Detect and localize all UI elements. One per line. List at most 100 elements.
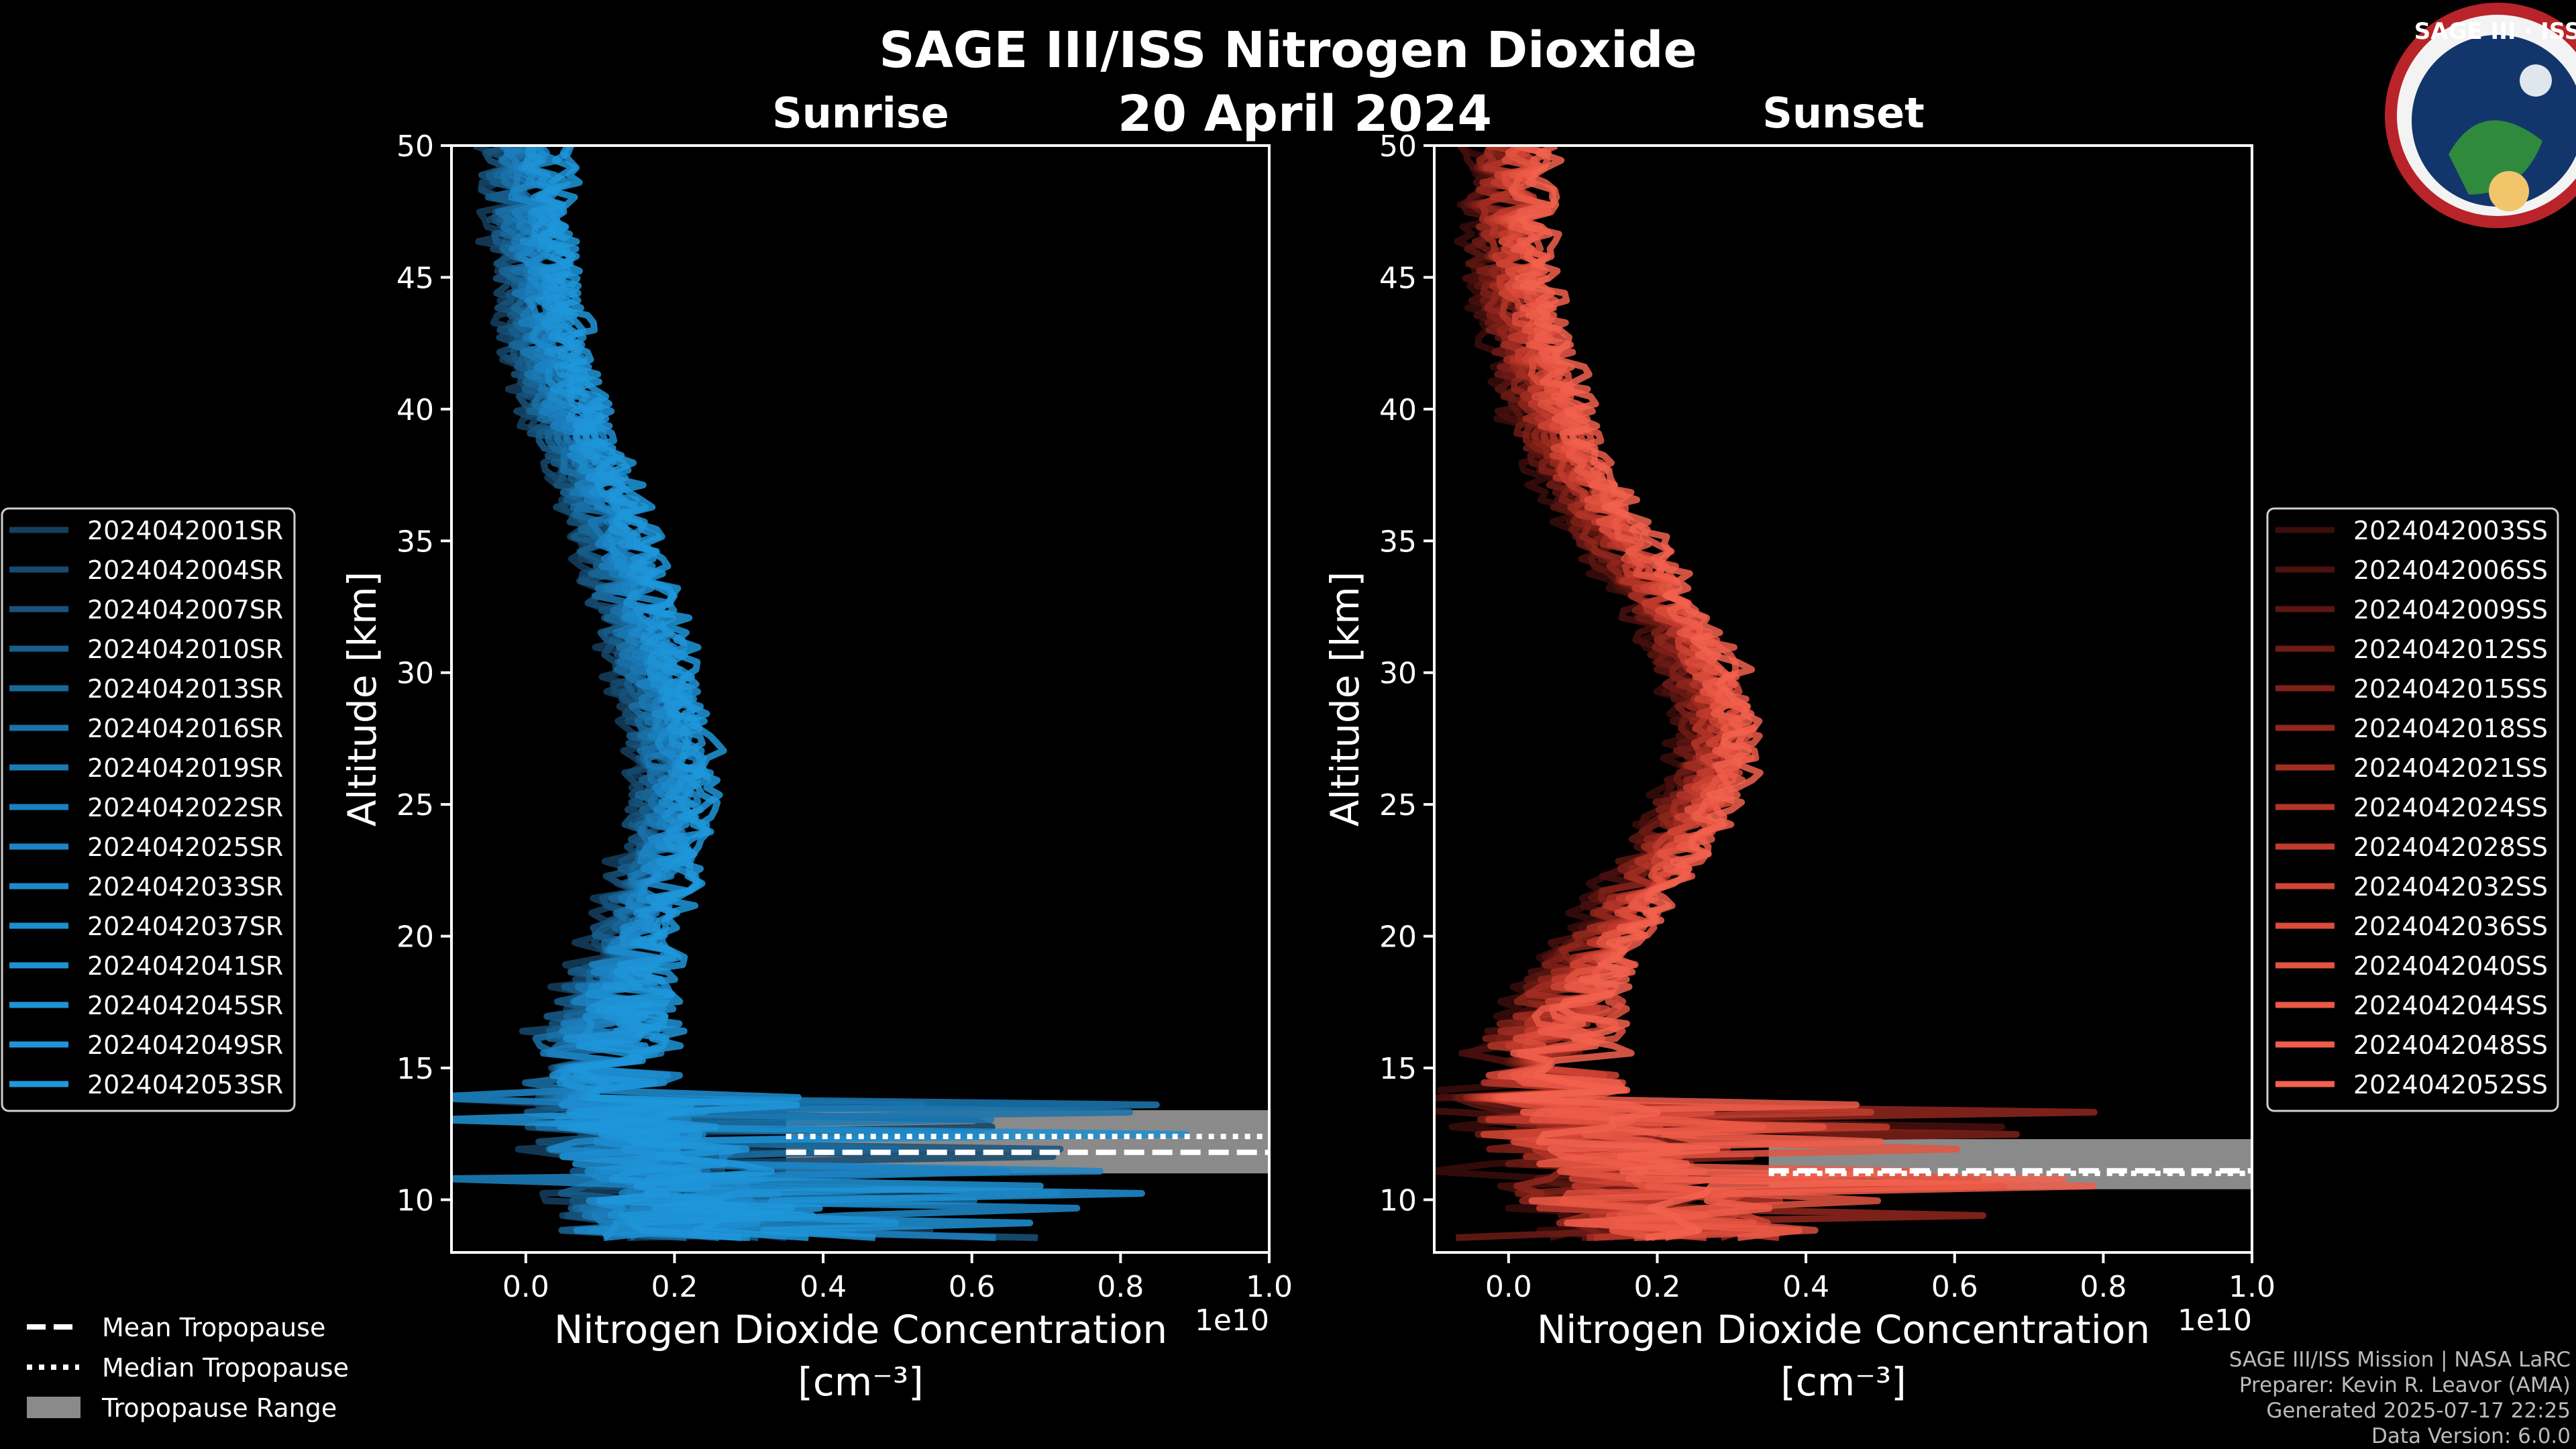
- sunset-legend-item: 2024042044SS: [2353, 991, 2548, 1020]
- sunrise-legend-frame: [1, 507, 296, 1112]
- sunrise-y-label: Altitude [km]: [339, 572, 385, 826]
- sunrise-y-tick-label: 40: [396, 393, 434, 427]
- sunrise-legend-item: 2024042045SR: [87, 991, 283, 1020]
- sunrise-y-axis: 10 15 20 25 30 35 40 45 50: [396, 129, 451, 1218]
- sunset-y-tick-label: 15: [1379, 1052, 1417, 1086]
- sunset-panel: Sunset 0.0 0.2 0.4 0.6 0.8 1.0 10 15 20 25 30 35 40…: [1322, 89, 2275, 1405]
- sunrise-plot-frame: [450, 144, 1271, 1254]
- sunset-legend-item: 2024042052SS: [2353, 1070, 2548, 1099]
- sunrise-legend-item: 2024042022SR: [87, 793, 283, 822]
- sunset-y-tick-label: 40: [1379, 393, 1417, 427]
- sunrise-series-2024042053SR: [545, 146, 823, 1241]
- sunrise-legend-item: 2024042037SR: [87, 912, 283, 941]
- sunset-x-tick-label: 0.0: [1485, 1270, 1532, 1304]
- sunset-y-tick-label: 20: [1379, 920, 1417, 955]
- sunset-legend: 2024042003SS 2024042006SS 2024042009SS 2024…: [2266, 507, 2559, 1112]
- sunset-y-label: Altitude [km]: [1322, 572, 1368, 826]
- sunrise-x-tick-label: 0.0: [502, 1270, 549, 1304]
- sunrise-x-tick-label: 1.0: [1246, 1270, 1293, 1304]
- sunset-legend-item: 2024042012SS: [2353, 635, 2548, 664]
- sunset-legend-item: 2024042048SS: [2353, 1030, 2548, 1060]
- sunrise-x-unit: [cm⁻³]: [798, 1359, 924, 1405]
- sunrise-legend-item: 2024042007SR: [87, 595, 283, 625]
- sunset-legend-frame: [2266, 507, 2559, 1112]
- sunset-legend-item: 2024042032SS: [2353, 872, 2548, 902]
- sunrise-x-tick-label: 0.8: [1097, 1270, 1144, 1304]
- sunset-y-tick-label: 45: [1379, 261, 1417, 295]
- sunrise-x-tick-label: 0.2: [651, 1270, 698, 1304]
- sunset-x-tick-label: 0.8: [2080, 1270, 2127, 1304]
- sunrise-x-scale: 1e10: [1195, 1303, 1269, 1338]
- sunset-y-tick-label: 10: [1379, 1183, 1417, 1218]
- sunrise-legend: 2024042001SR 2024042004SR 2024042007SR 2024…: [1, 507, 296, 1112]
- sunset-legend-item: 2024042009SS: [2353, 595, 2548, 625]
- sunrise-legend-item: 2024042001SR: [87, 516, 283, 545]
- sunset-legend-item: 2024042015SS: [2353, 674, 2548, 704]
- sunset-x-tick-label: 0.2: [1633, 1270, 1680, 1304]
- sunrise-y-tick-label: 10: [396, 1183, 434, 1218]
- sunrise-x-axis: 0.0 0.2 0.4 0.6 0.8 1.0: [502, 1252, 1293, 1304]
- tropopause-range-label: Tropopause Range: [101, 1393, 337, 1423]
- sunset-x-tick-label: 1.0: [2229, 1270, 2275, 1304]
- credit-line-1: SAGE III/ISS Mission | NASA LaRC: [2229, 1348, 2571, 1372]
- credit-line-2: Preparer: Kevin R. Leavor (AMA): [2239, 1373, 2571, 1397]
- sunrise-legend-item: 2024042025SR: [87, 833, 283, 862]
- sunset-legend-item: 2024042018SS: [2353, 714, 2548, 743]
- sunset-legend-item: 2024042024SS: [2353, 793, 2548, 822]
- sunrise-legend-item: 2024042041SR: [87, 951, 283, 981]
- sunrise-y-tick-label: 30: [396, 657, 434, 691]
- sunset-y-axis: 10 15 20 25 30 35 40 45 50: [1379, 129, 1434, 1218]
- sunset-plot-area: [1434, 146, 2252, 1241]
- tropopause-range-swatch: [27, 1397, 80, 1418]
- sage-mission-logo: SAGE III · ISS: [2385, 3, 2576, 228]
- sunrise-y-tick-label: 20: [396, 920, 434, 955]
- logo-text: SAGE III · ISS: [2414, 18, 2576, 45]
- figure-date: 20 April 2024: [1118, 85, 1492, 143]
- sunrise-plot-area: [451, 146, 1269, 1241]
- sunset-x-label: Nitrogen Dioxide Concentration: [1537, 1307, 2150, 1352]
- sunset-y-tick-label: 30: [1379, 657, 1417, 691]
- sunset-y-tick-label: 25: [1379, 788, 1417, 822]
- sunrise-legend-item: 2024042049SR: [87, 1030, 283, 1060]
- logo-sun: [2489, 171, 2529, 211]
- sunrise-x-tick-label: 0.6: [949, 1270, 996, 1304]
- sunrise-y-tick-label: 50: [396, 129, 434, 164]
- sunset-y-tick-label: 35: [1379, 525, 1417, 559]
- sunrise-legend-item: 2024042019SR: [87, 753, 283, 783]
- sunrise-title: Sunrise: [772, 89, 949, 138]
- sunset-x-tick-label: 0.4: [1782, 1270, 1829, 1304]
- sunset-y-tick-label: 50: [1379, 129, 1417, 164]
- sunrise-legend-item: 2024042033SR: [87, 872, 283, 902]
- sunrise-x-label: Nitrogen Dioxide Concentration: [554, 1307, 1167, 1352]
- sunset-legend-item: 2024042021SS: [2353, 753, 2548, 783]
- credits: SAGE III/ISS Mission | NASA LaRC Prepare…: [2229, 1348, 2571, 1448]
- sunset-legend-item: 2024042003SS: [2353, 516, 2548, 545]
- credit-line-3: Generated 2025-07-17 22:25: [2266, 1399, 2571, 1423]
- sunrise-legend-item: 2024042016SR: [87, 714, 283, 743]
- mean-tropopause-label: Mean Tropopause: [102, 1313, 325, 1342]
- sunrise-x-tick-label: 0.4: [800, 1270, 847, 1304]
- sunrise-y-tick-label: 35: [396, 525, 434, 559]
- sunset-x-unit: [cm⁻³]: [1780, 1359, 1907, 1405]
- sunrise-legend-item: 2024042013SR: [87, 674, 283, 704]
- sunrise-legend-item: 2024042010SR: [87, 635, 283, 664]
- sunset-legend-item: 2024042040SS: [2353, 951, 2548, 981]
- sunset-legend-item: 2024042036SS: [2353, 912, 2548, 941]
- logo-station: [2520, 64, 2552, 97]
- sunrise-y-tick-label: 25: [396, 788, 434, 822]
- sunrise-panel: Sunrise 0.0 0.2 0.4 0.6 0.8 1.0 10 15 20 25 30 35 4…: [339, 89, 1293, 1405]
- sunrise-legend-item: 2024042004SR: [87, 555, 283, 585]
- credit-line-4: Data Version: 6.0.0: [2371, 1424, 2571, 1448]
- sunset-series-2024042052SS: [1499, 146, 2067, 1241]
- figure-title: SAGE III/ISS Nitrogen Dioxide: [879, 21, 1697, 79]
- sunset-plot-frame: [1433, 144, 2253, 1254]
- sunset-x-scale: 1e10: [2178, 1303, 2252, 1338]
- sunset-x-axis: 0.0 0.2 0.4 0.6 0.8 1.0: [1485, 1252, 2275, 1304]
- median-tropopause-label: Median Tropopause: [102, 1353, 349, 1383]
- sunrise-legend-item: 2024042053SR: [87, 1070, 283, 1099]
- sunset-legend-item: 2024042028SS: [2353, 833, 2548, 862]
- sunset-x-tick-label: 0.6: [1931, 1270, 1978, 1304]
- sunset-title: Sunset: [1762, 89, 1925, 138]
- sunrise-y-tick-label: 45: [396, 261, 434, 295]
